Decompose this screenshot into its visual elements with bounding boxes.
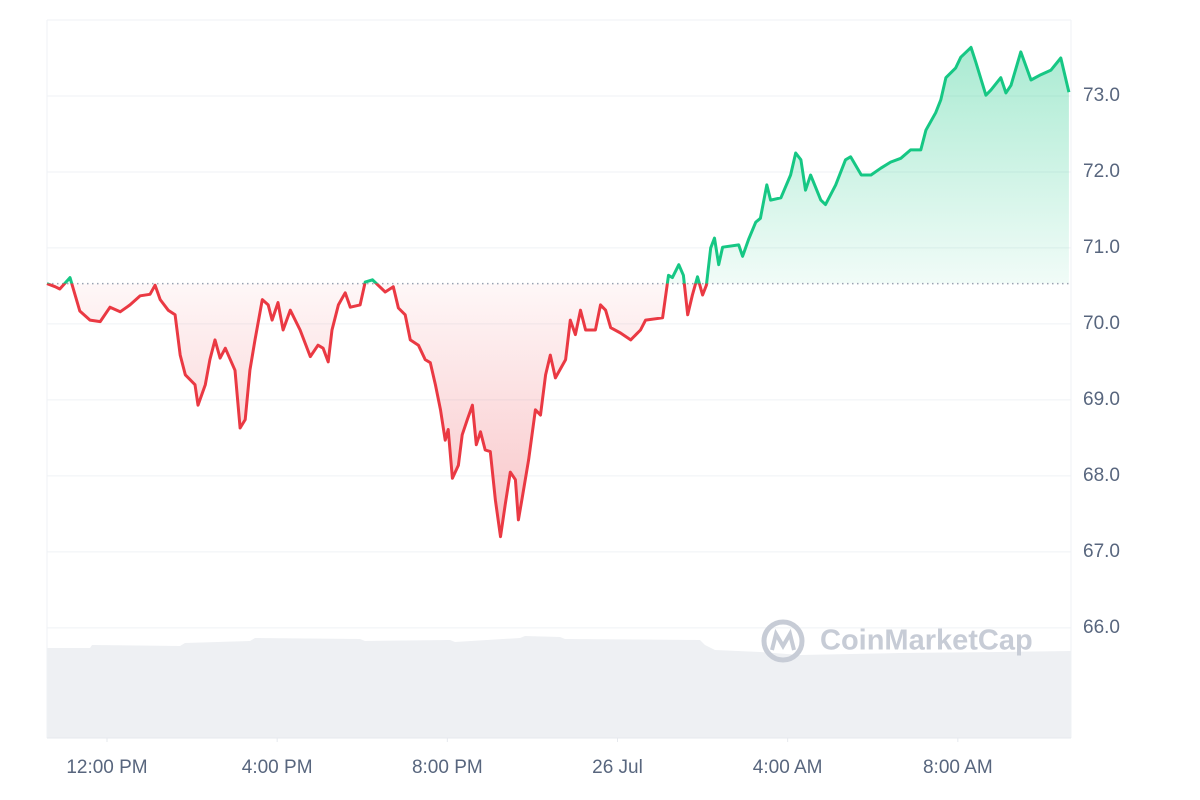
x-tick-label: 26 Jul <box>592 757 643 778</box>
x-tick-label: 8:00 AM <box>923 757 993 778</box>
y-tick-label: 68.0 <box>1083 465 1120 486</box>
price-line <box>46 45 1071 539</box>
x-tick-label: 12:00 PM <box>66 757 147 778</box>
x-tick-label: 4:00 AM <box>753 757 823 778</box>
y-tick-label: 69.0 <box>1083 389 1120 410</box>
y-tick-label: 71.0 <box>1083 237 1120 258</box>
x-tick-label: 8:00 PM <box>412 757 483 778</box>
y-tick-label: 73.0 <box>1083 85 1120 106</box>
x-tick-label: 4:00 PM <box>242 757 313 778</box>
y-tick-label: 70.0 <box>1083 313 1120 334</box>
volume-band <box>47 636 1071 738</box>
y-tick-label: 67.0 <box>1083 541 1120 562</box>
area-fill <box>47 47 1069 537</box>
watermark-text: CoinMarketCap <box>820 625 1033 657</box>
watermark: CoinMarketCap <box>761 619 1033 663</box>
y-tick-label: 72.0 <box>1083 161 1120 182</box>
y-tick-label: 66.0 <box>1083 617 1120 638</box>
